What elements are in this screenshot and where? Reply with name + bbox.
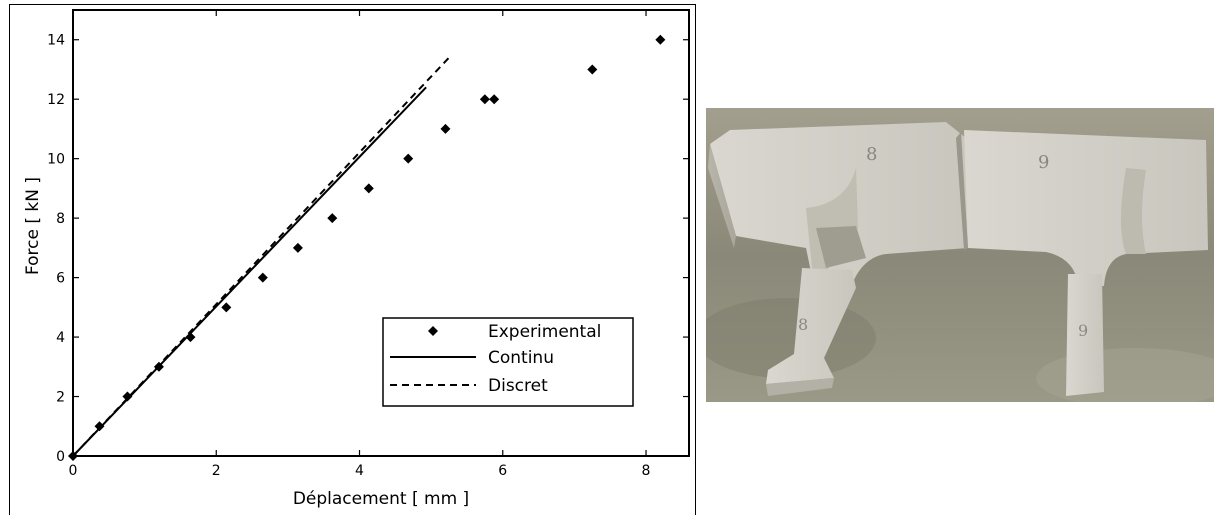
plot-layer: 0 2 4 6 8 0 2 4 6 8 10 12 14 [47,10,689,479]
specimen-label: 9 [1038,152,1049,173]
data-point-experimental [257,272,268,283]
y-axis-title: Force [ kN ] [23,177,43,275]
y-tick-label: 8 [56,211,65,227]
x-tick-label: 2 [212,463,221,479]
legend-label-experimental: Experimental [488,322,601,342]
figure-frame [9,4,696,515]
data-point-experimental [587,64,598,75]
y-tick-label: 4 [56,330,65,346]
y-tick-label: 2 [56,390,65,406]
specimen-8-fragment: 8 [766,268,856,396]
specimen-photo: 8 9 9 8 [706,108,1214,402]
legend: Experimental Continu Discret [382,317,634,407]
y-tick-label: 14 [47,33,65,49]
data-point-experimental [94,421,105,432]
legend-marker-experimental [428,326,438,336]
x-tick-label: 4 [355,463,364,479]
data-point-experimental [479,94,490,105]
chart: 0 2 4 6 8 0 2 4 6 8 10 12 14 Experimental Continu Di… [9,4,696,515]
y-tick-label: 10 [47,152,65,168]
y-tick-label: 6 [56,271,65,287]
x-tick-label: 0 [69,463,78,479]
data-point-experimental [221,302,232,313]
specimen-9-top: 9 [956,130,1208,286]
data-point-experimental [655,34,666,45]
specimen-label: 8 [866,144,877,165]
data-point-experimental [363,183,374,194]
x-tick-label: 8 [642,463,651,479]
y-tick-label: 12 [47,92,65,108]
legend-box [382,317,634,407]
legend-label-continu: Continu [488,348,554,368]
y-tick-label: 0 [56,449,65,465]
specimen-8-top: 8 [708,122,968,304]
data-point-experimental [489,94,500,105]
data-point-experimental [327,213,338,224]
data-point-experimental [292,242,303,253]
x-tick-label: 6 [498,463,507,479]
data-point-experimental [122,391,133,402]
specimen-9-stem: 9 [1066,274,1104,396]
specimen-label: 8 [798,315,808,334]
specimen-label: 9 [1078,321,1088,340]
data-point-experimental [440,123,451,134]
series-line-discret [72,56,450,457]
legend-label-discret: Discret [488,376,548,396]
plot-area-frame [72,9,690,457]
data-point-experimental [403,153,414,164]
x-axis-title: Déplacement [ mm ] [293,489,469,509]
